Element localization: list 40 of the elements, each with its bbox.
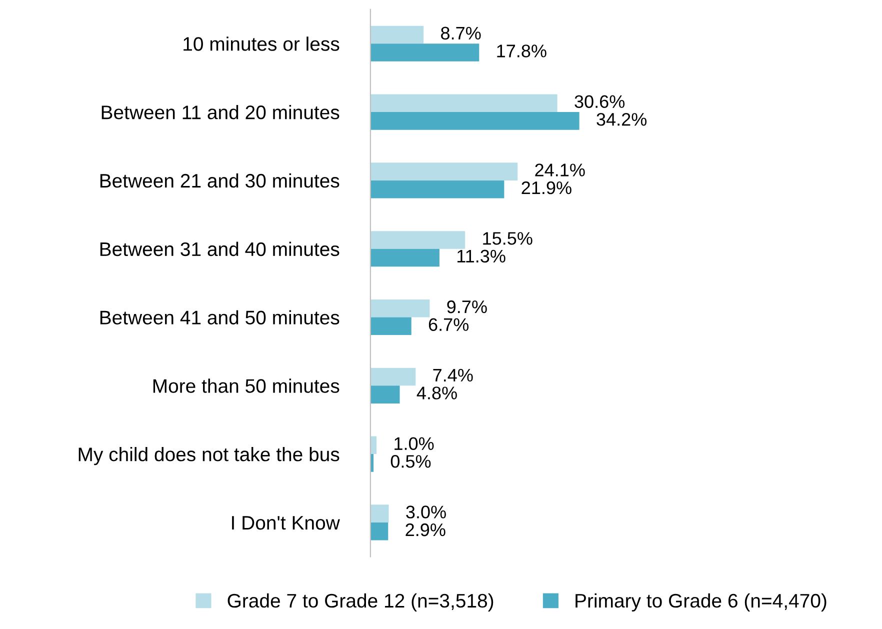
y-tick-label: More than 50 minutes: [153, 378, 340, 393]
y-tick-label: Between 41 and 50 minutes: [100, 310, 340, 324]
bar: [370, 231, 466, 249]
y-tick-label: My child does not take the bus: [78, 447, 340, 466]
data-label: 4.8%: [416, 386, 457, 400]
data-label: 3.0%: [406, 506, 446, 518]
data-label: 6.7%: [428, 318, 469, 331]
bar: [370, 248, 440, 267]
data-label: 2.9%: [406, 523, 446, 536]
bar: [370, 44, 480, 62]
data-label: 15.5%: [483, 232, 532, 245]
bar: [370, 386, 400, 404]
legend-label: Grade 7 to Grade 12 (n=3,518): [228, 593, 494, 612]
data-label: 9.7%: [447, 300, 487, 314]
data-label: 34.2%: [596, 112, 647, 126]
data-label: 8.7%: [441, 26, 481, 40]
data-label: 7.4%: [433, 368, 473, 382]
data-label: 17.8%: [497, 44, 546, 58]
bar: [370, 94, 558, 112]
bar: [370, 26, 424, 44]
y-tick-label: Between 21 and 30 minutes: [100, 173, 340, 188]
bar: [370, 162, 518, 180]
y-tick-label: I Don't Know: [232, 516, 340, 530]
data-label: 11.3%: [457, 250, 506, 263]
data-label: 24.1%: [535, 164, 585, 176]
bar: [370, 504, 389, 522]
y-tick-label: Between 31 and 40 minutes: [100, 242, 340, 256]
data-label: 30.6%: [574, 95, 625, 108]
legend-label: Primary to Grade 6 (n=4,470): [576, 593, 826, 612]
y-tick-label: 10 minutes or less: [184, 36, 340, 51]
bar: [370, 299, 430, 318]
bar: [370, 368, 416, 386]
y-tick-label: Between 11 and 20 minutes: [102, 104, 340, 120]
bar: [370, 317, 412, 336]
data-label: 0.5%: [390, 455, 431, 468]
bar: [370, 522, 388, 540]
data-label: 1.0%: [394, 437, 434, 450]
data-label: 21.9%: [522, 181, 572, 194]
bar: [370, 180, 504, 198]
bar: [370, 112, 580, 130]
